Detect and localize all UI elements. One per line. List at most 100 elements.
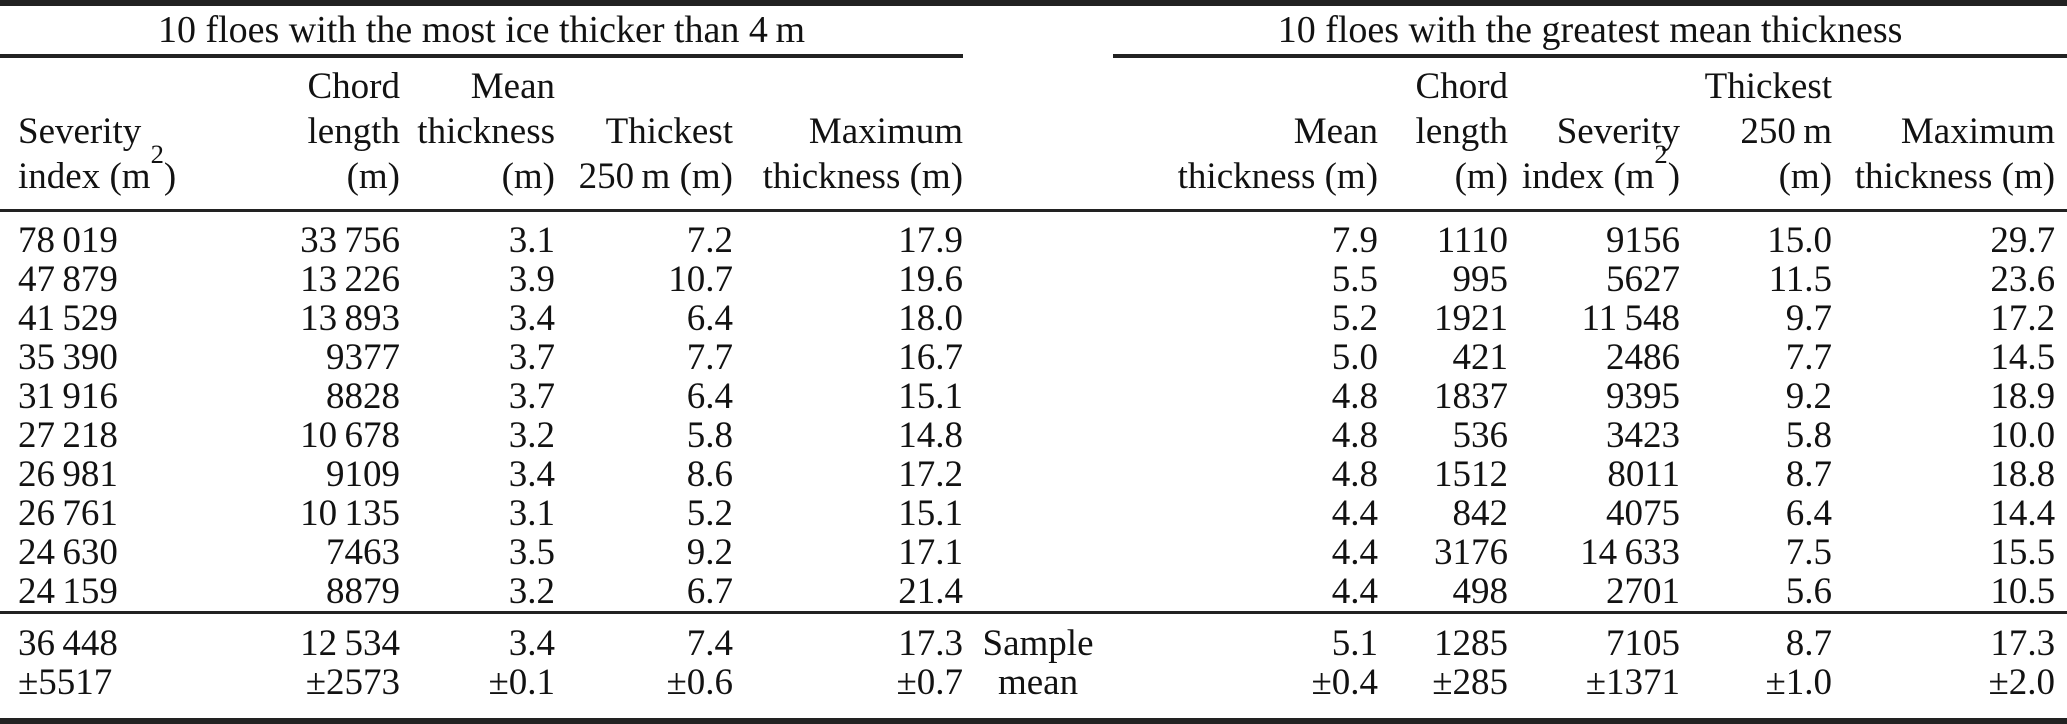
- data-cell: 31 916: [18, 376, 118, 417]
- col-header-line: length (m): [1415, 111, 1509, 197]
- data-cell: 7.9: [1331, 220, 1379, 261]
- data-cell: 5627: [1606, 259, 1681, 300]
- data-cell: 8.7: [1785, 454, 1833, 495]
- col-header-line: thickness (m): [417, 111, 555, 197]
- data-cell: 7.4: [555, 611, 733, 663]
- table-row: 26 981 9109 3.4 8.6 17.2 4.8 1512 8011 8…: [0, 455, 2067, 494]
- data-cell: 2486: [1606, 337, 1681, 378]
- data-cell: ±0.1: [488, 662, 555, 703]
- data-cell: 29.7: [1990, 220, 2056, 261]
- left-table-title: 10 floes with the most ice thicker than …: [0, 3, 964, 58]
- col-header-line: Severity: [1556, 111, 1681, 152]
- data-cell: 17.2: [1990, 298, 2056, 339]
- table-row: 35 390 9377 3.7 7.7 16.7 5.0 421 2486 7.…: [0, 338, 2067, 377]
- data-cell: 3.1: [508, 220, 555, 261]
- data-cell: 41 529: [18, 298, 118, 339]
- data-cell: 3.7: [508, 337, 555, 378]
- data-cell: 8.6: [686, 454, 733, 495]
- data-cell: 1285: [1378, 611, 1509, 663]
- data-cell: 842: [1452, 493, 1509, 534]
- data-cell: 14.4: [1990, 493, 2056, 534]
- data-cell: 14.5: [1990, 337, 2056, 378]
- data-cell: 4.8: [1331, 415, 1379, 456]
- data-cell: 3423: [1606, 415, 1681, 456]
- data-cell: 3.4: [400, 611, 555, 663]
- data-cell: 14 633: [1580, 532, 1681, 573]
- gap-cell: [963, 494, 1113, 533]
- table-row: 27 218 10 678 3.2 5.8 14.8 4.8 536 3423 …: [0, 416, 2067, 455]
- sample-sd-row: ±5517 ±2573 ±0.1 ±0.6 ±0.7 mean ±0.4 ±28…: [0, 663, 2067, 721]
- data-cell: 4.4: [1331, 493, 1379, 534]
- data-cell: 8011: [1607, 454, 1681, 495]
- col-header-line: Thickest: [605, 111, 733, 152]
- data-cell: 26 761: [18, 493, 118, 534]
- data-cell: 5.2: [1331, 298, 1379, 339]
- data-cell: 21.4: [898, 571, 964, 612]
- gap-cell: [963, 211, 1113, 261]
- data-cell: 8828: [326, 376, 400, 417]
- data-cell: 24 630: [18, 532, 118, 573]
- column-header-row: Severity index (m2) Chord length (m) Mea…: [0, 56, 2067, 212]
- gap-cell: [963, 572, 1113, 613]
- gap-cell: [963, 455, 1113, 494]
- data-cell: 7.7: [1785, 337, 1833, 378]
- data-cell: 4.8: [1331, 454, 1379, 495]
- col-header-text: ): [163, 156, 177, 197]
- data-cell: 11.5: [1768, 259, 1833, 300]
- table-row: 24 630 7463 3.5 9.2 17.1 4.4 3176 14 633…: [0, 533, 2067, 572]
- data-cell: 6.4: [686, 376, 733, 417]
- data-cell: 15.0: [1767, 220, 1833, 261]
- data-cell: 15.5: [1990, 532, 2056, 573]
- data-cell: ±1371: [1585, 662, 1681, 703]
- data-cell: 17.3: [733, 611, 964, 663]
- data-cell: 498: [1452, 571, 1509, 612]
- col-header-mean-thickness-right: Mean thickness (m): [1113, 56, 1379, 212]
- col-header-line: Severity: [18, 111, 142, 152]
- data-cell: 12 534: [250, 611, 400, 663]
- gap-cell: [963, 338, 1113, 377]
- col-header-thickest-250m-left: Thickest 250 m (m): [555, 56, 733, 212]
- data-cell: 24 159: [18, 571, 118, 612]
- gap-cell: [963, 260, 1113, 299]
- data-cell: 4.4: [1331, 571, 1379, 612]
- col-header-line: Thickest: [1704, 66, 1833, 107]
- data-cell: 5.0: [1331, 337, 1379, 378]
- col-header-line: Mean: [1293, 111, 1379, 152]
- data-cell: 3.1: [508, 493, 555, 534]
- col-header-severity-index-right: Severity index (m2): [1508, 56, 1681, 212]
- gap-cell: [963, 416, 1113, 455]
- data-cell: 1110: [1436, 220, 1509, 261]
- col-header-line: Chord: [307, 66, 401, 107]
- sample-mean-label-line1: Sample: [963, 611, 1114, 663]
- data-cell: ±0.6: [666, 662, 733, 703]
- title-gap: [963, 3, 1113, 56]
- data-cell: 18.0: [898, 298, 964, 339]
- data-cell: 13 893: [300, 298, 400, 339]
- data-cell: 5.5: [1331, 259, 1379, 300]
- data-cell: 1921: [1434, 298, 1509, 339]
- col-header-thickest-250m-right: Thickest 250 m (m): [1680, 56, 1833, 212]
- data-cell: 17.3: [1832, 611, 2067, 663]
- data-cell: 23.6: [1990, 259, 2056, 300]
- col-header-line: index (m2): [18, 141, 250, 199]
- data-cell: 536: [1452, 415, 1509, 456]
- data-cell: 7.2: [686, 220, 733, 261]
- data-cell: 3.2: [508, 415, 555, 456]
- data-cell: 36 448: [0, 611, 250, 663]
- data-cell: 78 019: [18, 220, 118, 261]
- data-cell: 9377: [326, 337, 400, 378]
- table-row: 47 879 13 226 3.9 10.7 19.6 5.5 995 5627…: [0, 260, 2067, 299]
- data-cell: 2701: [1606, 571, 1681, 612]
- data-cell: 13 226: [300, 259, 400, 300]
- superscript-2: 2: [1654, 139, 1668, 170]
- data-cell: 6.4: [1785, 493, 1833, 534]
- data-cell: 27 218: [18, 415, 118, 456]
- col-header-text: index (m: [1521, 156, 1655, 197]
- data-cell: 18.9: [1990, 376, 2056, 417]
- data-cell: 7463: [326, 532, 400, 573]
- data-cell: 4075: [1606, 493, 1681, 534]
- right-table-title: 10 floes with the greatest mean thicknes…: [1113, 3, 2067, 58]
- data-cell: 17.2: [898, 454, 964, 495]
- col-header-mean-thickness-left: Mean thickness (m): [400, 56, 555, 212]
